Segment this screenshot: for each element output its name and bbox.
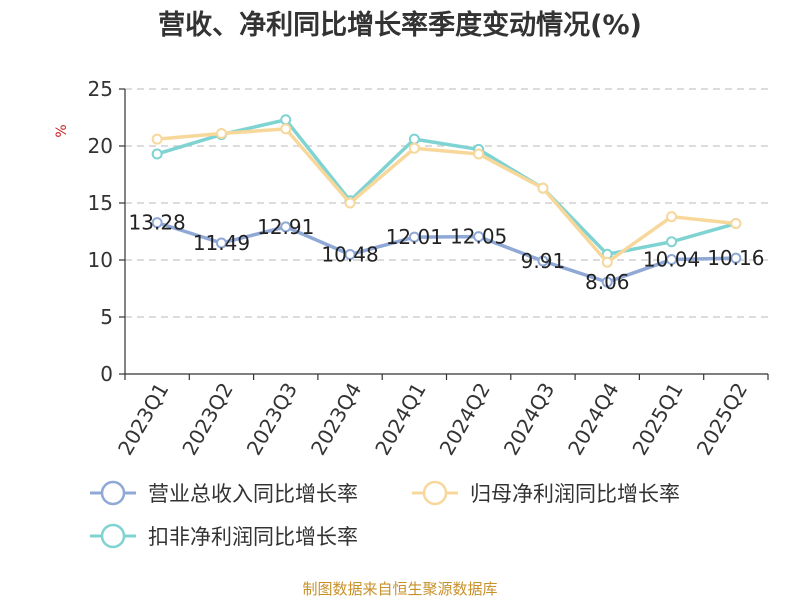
data-point (537, 182, 549, 194)
data-point (601, 256, 613, 268)
data-point (280, 123, 292, 135)
data-point (666, 254, 678, 266)
data-label: 10.16 (707, 246, 764, 270)
data-point (344, 249, 356, 261)
data-point (151, 133, 163, 145)
series-line (156, 220, 736, 284)
data-point (280, 114, 292, 126)
data-point (666, 236, 678, 248)
series-layer (151, 114, 742, 288)
x-category-label: 2024Q2 (435, 379, 495, 460)
data-point (151, 217, 163, 229)
data-point (344, 197, 356, 209)
data-point (280, 221, 292, 233)
legend-label: 扣非净利润同比增长率 (148, 525, 358, 549)
data-point (537, 255, 549, 267)
chart-title: 营收、净利同比增长率季度变动情况(%) (158, 9, 642, 41)
data-label: 10.48 (321, 243, 378, 267)
x-category-label: 2024Q4 (563, 379, 623, 460)
y-tick-label: 15 (88, 191, 113, 215)
data-point (666, 211, 678, 223)
legend-marker (100, 523, 126, 549)
y-tick-label: 5 (100, 305, 113, 329)
data-label: 10.04 (643, 248, 700, 272)
data-label: 12.05 (450, 225, 507, 249)
legend-item: 扣非净利润同比增长率 (90, 523, 358, 549)
data-point (215, 237, 227, 249)
legend-label: 归母净利润同比增长率 (470, 482, 680, 506)
data-label: 8.06 (585, 270, 630, 294)
data-labels: 13.28 11.49 12.91 10.48 12.01 12.05 9.91 8.06 10… (129, 211, 765, 295)
data-label: 12.91 (257, 215, 314, 239)
legend-label: 营业总收入同比增长率 (148, 482, 358, 506)
data-point (473, 148, 485, 160)
legend-marker (422, 480, 448, 506)
y-tick-label: 0 (100, 362, 113, 386)
data-label: 12.01 (386, 225, 443, 249)
source-note: 制图数据来自恒生聚源数据库 (302, 580, 497, 598)
x-category-label: 2023Q1 (113, 379, 173, 460)
x-category-label: 2023Q4 (306, 379, 366, 460)
data-point (408, 142, 420, 154)
data-point (408, 231, 420, 243)
y-tick-label: 10 (88, 248, 113, 272)
x-category-label: 2024Q1 (370, 379, 430, 460)
x-category-label: 2025Q1 (627, 379, 687, 460)
data-label: 9.91 (521, 249, 566, 273)
data-point (408, 133, 420, 145)
data-point (473, 231, 485, 243)
data-label: 11.49 (193, 231, 250, 255)
data-point (730, 252, 742, 264)
legend-item: 归母净利润同比增长率 (412, 480, 680, 506)
x-category-label: 2024Q3 (499, 379, 559, 460)
legend-marker (100, 480, 126, 506)
data-point (601, 276, 613, 288)
y-tick-label: 25 (88, 77, 113, 101)
series-line (156, 127, 737, 265)
data-point (151, 148, 163, 160)
y-axis-unit: % (54, 124, 70, 137)
data-point (730, 218, 742, 230)
legend-item: 营业总收入同比增长率 (90, 480, 358, 506)
x-category-label: 2023Q3 (242, 379, 302, 460)
data-label: 13.28 (129, 211, 186, 235)
series-line (156, 118, 737, 257)
x-category-label: 2023Q2 (177, 379, 237, 460)
grid (125, 88, 768, 318)
x-category-label: 2025Q2 (692, 379, 752, 460)
y-tick-label: 20 (88, 134, 113, 158)
data-point (215, 127, 227, 139)
